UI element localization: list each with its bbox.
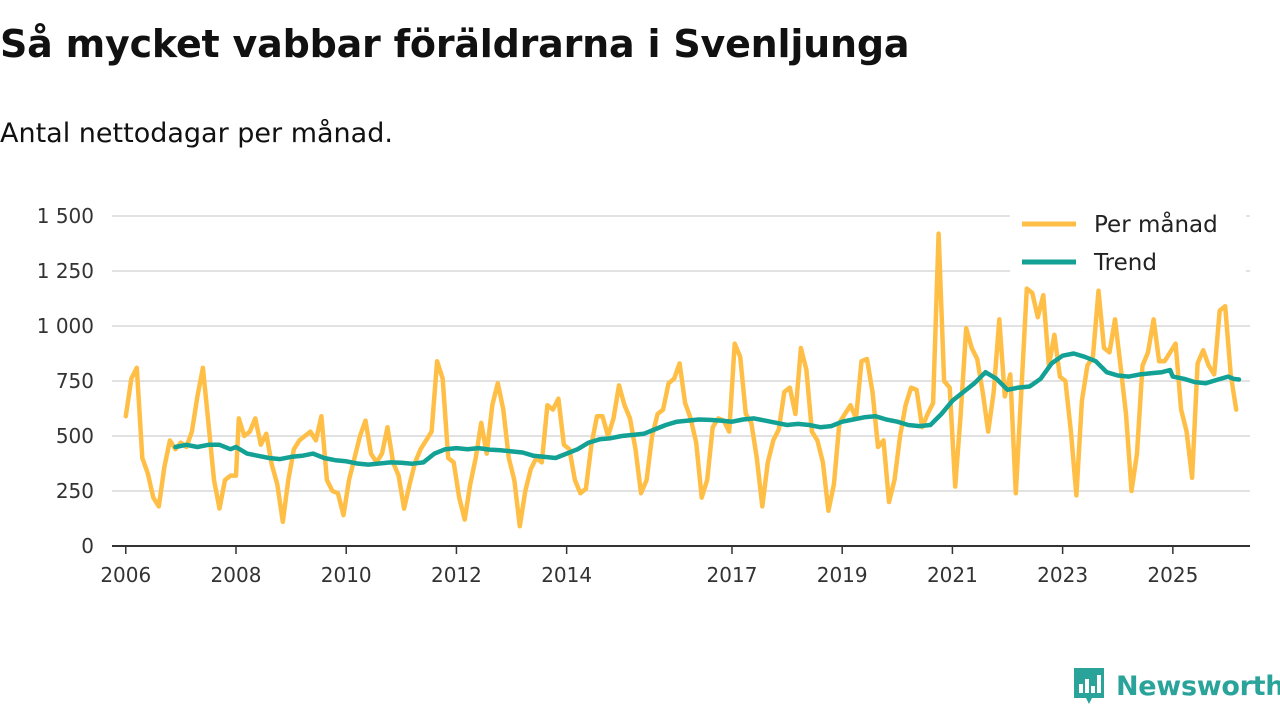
brand-logo[interactable]: Newsworthy <box>1072 664 1280 708</box>
x-tick-label: 2017 <box>707 563 758 587</box>
brand-name: Newsworthy <box>1116 670 1280 702</box>
y-tick-label: 750 <box>56 369 94 393</box>
x-tick-label: 2023 <box>1037 563 1088 587</box>
x-tick-label: 2025 <box>1147 563 1198 587</box>
x-tick-label: 2006 <box>100 563 151 587</box>
x-tick-label: 2008 <box>211 563 262 587</box>
series-lines <box>123 231 1242 529</box>
y-tick-label: 1 500 <box>37 204 94 228</box>
y-axis-ticks: 0 250 500 750 1 000 1 250 1 500 <box>37 204 94 558</box>
page-title: Så mycket vabbar föräldrarna i Svenljung… <box>0 22 910 66</box>
newsworthy-logo-icon <box>1074 668 1104 704</box>
x-tick-label: 2021 <box>927 563 978 587</box>
x-axis-ticks: 2006 2008 2010 2012 2014 2017 2019 2021 2023 2025 <box>100 546 1198 587</box>
series-line-per-month <box>123 231 1239 529</box>
y-tick-label: 250 <box>56 479 94 503</box>
series-line-trend <box>173 351 1242 467</box>
legend-label-per-month: Per månad <box>1094 210 1218 238</box>
x-tick-label: 2014 <box>541 563 592 587</box>
y-tick-label: 1 000 <box>37 314 94 338</box>
y-tick-label: 0 <box>81 534 94 558</box>
y-tick-label: 500 <box>56 424 94 448</box>
x-tick-label: 2019 <box>817 563 868 587</box>
page-subtitle: Antal nettodagar per månad. <box>0 118 393 149</box>
x-tick-label: 2010 <box>321 563 372 587</box>
legend-label-trend: Trend <box>1093 250 1157 276</box>
y-tick-label: 1 250 <box>37 259 94 283</box>
legend-background <box>1010 206 1246 284</box>
x-tick-label: 2012 <box>431 563 482 587</box>
legend: Per månad Trend <box>1010 206 1246 284</box>
